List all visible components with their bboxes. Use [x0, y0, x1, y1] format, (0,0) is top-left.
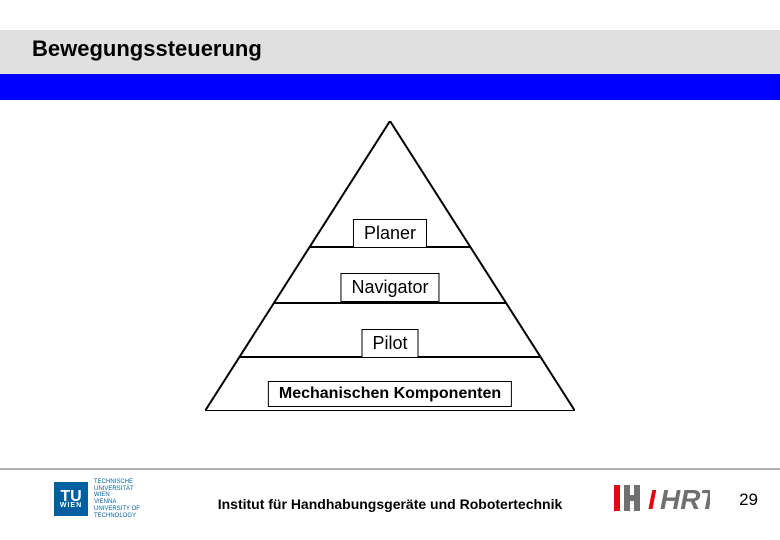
- slide-title: Bewegungssteuerung: [32, 36, 262, 62]
- footer-institute-text: Institut für Handhabungsgeräte und Robot…: [218, 496, 563, 512]
- svg-text:HRT: HRT: [660, 484, 710, 515]
- pyramid-diagram: Planer Navigator Pilot Mechanischen Komp…: [0, 116, 780, 416]
- svg-text:I: I: [648, 484, 657, 515]
- tu-caption-line: UNIVERSITÄT: [94, 486, 140, 493]
- ihrt-logo-svg: I HRT: [614, 481, 710, 515]
- accent-bar: [0, 74, 780, 100]
- tu-wien-logo-square: TU WIEN: [54, 482, 88, 516]
- tu-caption-line: TECHNISCHE: [94, 479, 140, 486]
- footer: TU WIEN TECHNISCHE UNIVERSITÄT WIEN VIEN…: [0, 470, 780, 540]
- tu-wien-logo-caption: TECHNISCHE UNIVERSITÄT WIEN VIENNA UNIVE…: [94, 479, 140, 520]
- pyramid-level-pilot: Pilot: [361, 329, 418, 358]
- tu-caption-line: VIENNA: [94, 499, 140, 506]
- tu-wien-logo-small: WIEN: [60, 503, 82, 509]
- tu-caption-line: TECHNOLOGY: [94, 513, 140, 520]
- pyramid-level-mech: Mechanischen Komponenten: [268, 381, 512, 407]
- ihrt-logo: I HRT: [614, 481, 710, 520]
- pyramid-level-planer: Planer: [353, 219, 427, 248]
- pyramid-outline: [205, 121, 575, 411]
- pyramid-level-navigator: Navigator: [340, 273, 439, 302]
- tu-caption-line: WIEN: [94, 492, 140, 499]
- tu-wien-logo-big: TU: [60, 490, 81, 504]
- page-number: 29: [739, 490, 758, 510]
- slide: Bewegungssteuerung Planer Navigator Pilo…: [0, 0, 780, 540]
- tu-wien-logo: TU WIEN TECHNISCHE UNIVERSITÄT WIEN VIEN…: [54, 479, 140, 520]
- tu-caption-line: UNIVERSITY OF: [94, 506, 140, 513]
- pyramid: Planer Navigator Pilot Mechanischen Komp…: [205, 121, 575, 411]
